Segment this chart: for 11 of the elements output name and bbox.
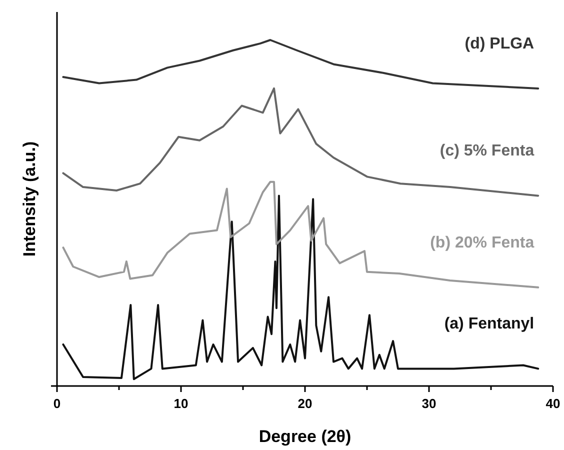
x-tick-label: 40 — [546, 396, 560, 411]
series-label: (c) 5% Fenta — [440, 142, 534, 160]
x-tick-label: 20 — [298, 396, 312, 411]
x-tick-label: 0 — [53, 396, 61, 411]
series-label: (b) 20% Fenta — [430, 234, 534, 252]
text: (d) PLGA — [464, 35, 535, 52]
x-tick-label: 10 — [174, 396, 188, 411]
y-axis-title: Intensity (a.u.) — [20, 141, 39, 257]
text: (a) Fentanyl — [444, 316, 534, 333]
x-tick-label: 30 — [422, 396, 436, 411]
x-axis-title: Degree (2θ) — [258, 427, 352, 446]
